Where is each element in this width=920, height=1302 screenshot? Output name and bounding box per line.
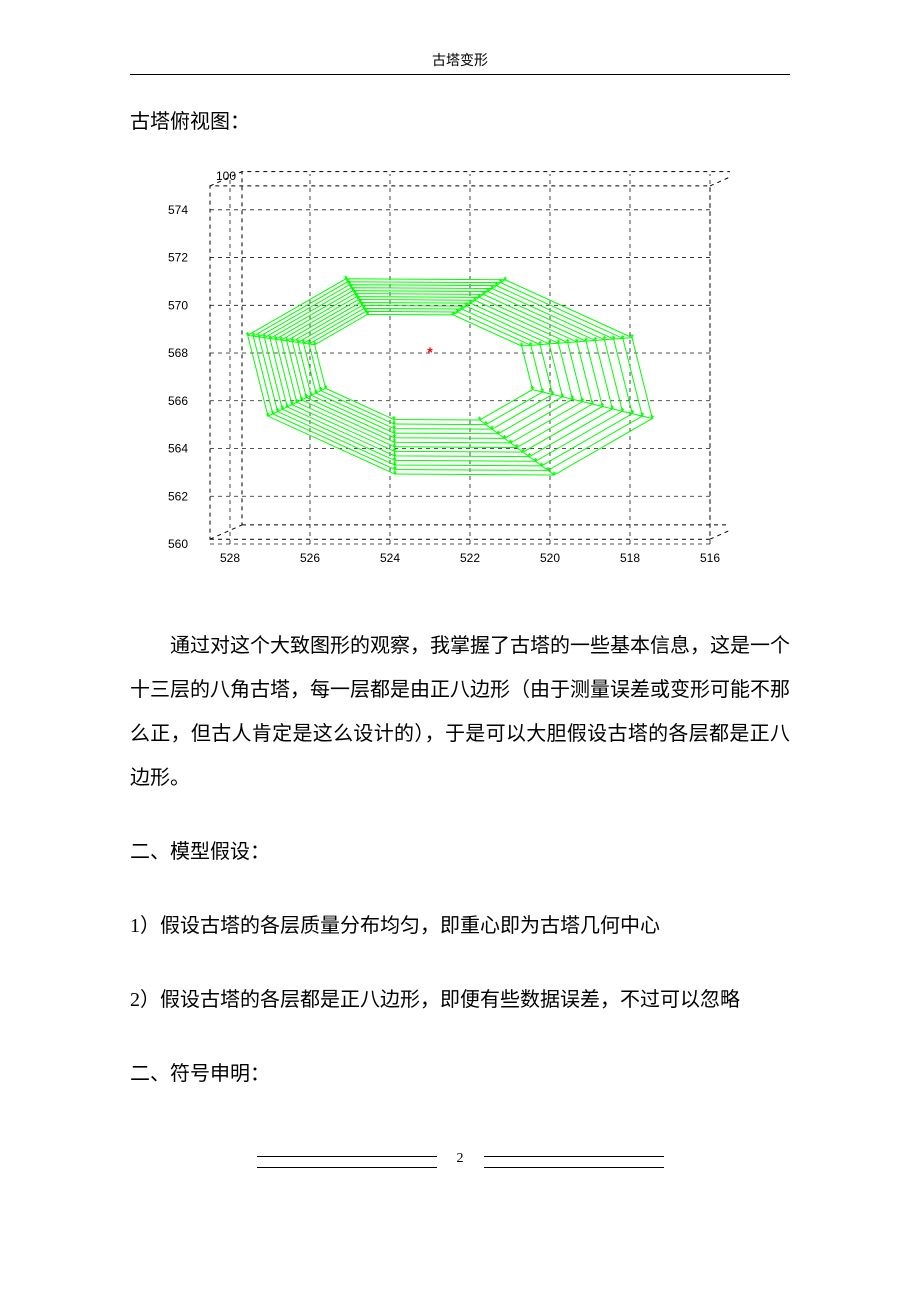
page-number: 2 (457, 1151, 464, 1167)
svg-text:560: 560 (168, 537, 188, 551)
svg-text:528: 528 (220, 551, 240, 565)
paragraph-1: 通过对这个大致图形的观察，我掌握了古塔的一些基本信息，这是一个十三层的八角古塔，… (130, 624, 790, 800)
header-title: 古塔变形 (432, 54, 488, 69)
chart-svg: 560 562 564 566 568 570 572 574 100 528 526 524 522 5… (130, 154, 730, 584)
svg-text:*: * (366, 309, 370, 319)
assumption-2: 2）假设古塔的各层都是正八边形，即便有些数据误差，不过可以忽略 (130, 978, 790, 1022)
svg-text:516: 516 (700, 551, 720, 565)
svg-text:*: * (427, 344, 433, 360)
svg-text:*: * (503, 275, 507, 285)
svg-text:*: * (324, 383, 328, 393)
svg-text:566: 566 (168, 394, 188, 408)
svg-text:562: 562 (168, 489, 188, 503)
footer-rule-right (484, 1156, 664, 1168)
assumptions-heading: 二、模型假设： (130, 830, 790, 874)
symbols-heading: 二、符号申明： (130, 1052, 790, 1096)
svg-text:520: 520 (540, 551, 560, 565)
svg-text:574: 574 (168, 203, 188, 217)
page-header: 古塔变形 (130, 50, 790, 70)
header-rule (130, 74, 790, 75)
svg-text:526: 526 (300, 551, 320, 565)
assumption-1: 1）假设古塔的各层质量分布均匀，即重心即为古塔几何中心 (130, 904, 790, 948)
svg-text:522: 522 (460, 551, 480, 565)
svg-text:570: 570 (168, 298, 188, 312)
svg-text:100: 100 (216, 169, 236, 183)
topview-label: 古塔俯视图： (130, 105, 790, 134)
svg-text:518: 518 (620, 551, 640, 565)
svg-text:*: * (552, 470, 556, 480)
page-footer: 2 (130, 1156, 790, 1168)
svg-text:572: 572 (168, 251, 188, 265)
page-container: 古塔变形 古塔俯视图： 5605625645665685705725741005… (0, 0, 920, 1208)
footer-rule-left (257, 1156, 437, 1168)
svg-text:524: 524 (380, 551, 400, 565)
svg-text:564: 564 (168, 442, 188, 456)
topview-chart: 560 562 564 566 568 570 572 574 100 528 526 524 522 5… (130, 154, 730, 584)
svg-text:568: 568 (168, 346, 188, 360)
footer-lines: 2 (130, 1156, 790, 1168)
